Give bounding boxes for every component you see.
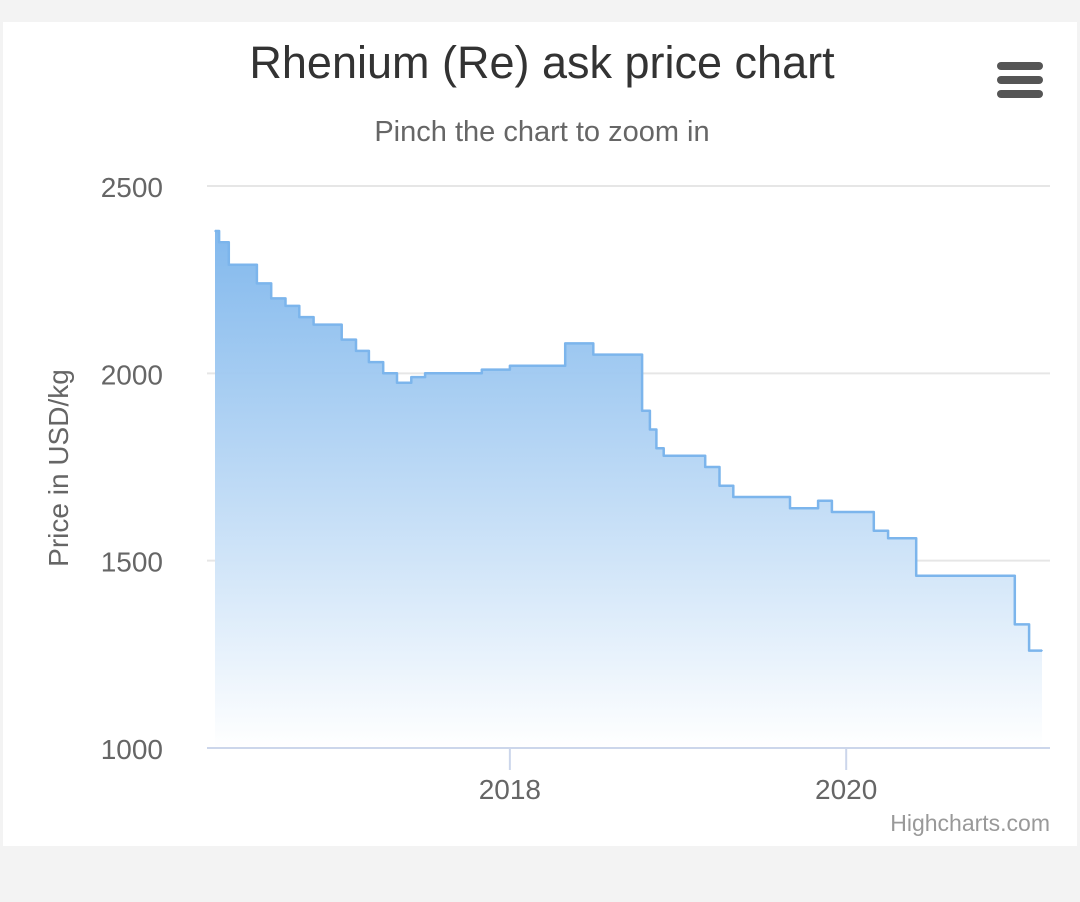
price-point [592,353,595,356]
price-point [669,455,671,457]
price-point [649,428,651,431]
x-tick-label: 2018 [479,774,541,805]
price-point [774,496,777,498]
x-axis: 2018 2020 [207,747,1050,805]
price-point [509,365,511,367]
y-axis-ticks: 1000 1500 2000 2500 [101,172,163,765]
price-point [1041,649,1043,652]
price-point [901,537,903,539]
series-area [214,229,1043,748]
price-point [887,537,889,539]
price-point [340,338,343,341]
price-point [845,511,847,513]
price-point [410,376,413,378]
y-axis-label: Price in USD/kg [43,369,74,567]
price-point [396,381,398,384]
chart-title: Rhenium (Re) ask price chart [249,37,835,88]
menu-bar [997,62,1043,70]
price-point [298,316,301,318]
price-point [1014,623,1016,626]
price-point [732,496,735,498]
price-area-fill [215,231,1042,748]
price-point [704,466,706,468]
price-point [718,484,721,487]
price-point [789,507,791,510]
price-point [452,372,455,375]
price-point [218,241,220,243]
hamburger-menu-icon[interactable] [990,56,1050,104]
x-tick-label: 2020 [815,774,877,805]
price-point [564,342,566,345]
price-point [831,511,833,513]
credits-link[interactable]: Highcharts.com [890,810,1050,836]
price-point [641,410,643,412]
price-point [270,297,273,300]
price-point [284,305,287,307]
price-point [915,574,917,577]
menu-bar [997,90,1043,98]
price-point [256,282,258,285]
price-point [536,365,538,367]
menu-bar [997,76,1043,84]
price-point [621,353,623,356]
price-point [817,499,819,502]
price-point [677,455,679,457]
price-point [312,323,315,326]
price-point [382,372,385,375]
price-point [655,447,658,450]
price-point [957,574,960,577]
chart-subtitle: Pinch the chart to zoom in [374,116,710,148]
price-point [999,574,1002,577]
price-point [481,368,483,371]
price-point [228,263,230,266]
y-tick-label: 1500 [101,547,163,578]
price-point [223,241,225,243]
price-point [355,350,357,352]
y-tick-label: 2000 [101,359,163,390]
price-point [424,372,426,375]
price-point [803,507,805,510]
price-point [234,263,237,266]
price-point [662,455,665,457]
y-tick-label: 2500 [101,172,163,203]
price-point [214,230,216,232]
price-point [859,511,862,513]
price-point [929,574,931,577]
price-point [1028,649,1030,652]
y-tick-label: 1000 [101,734,163,765]
price-point [873,529,875,532]
price-point [368,361,370,363]
